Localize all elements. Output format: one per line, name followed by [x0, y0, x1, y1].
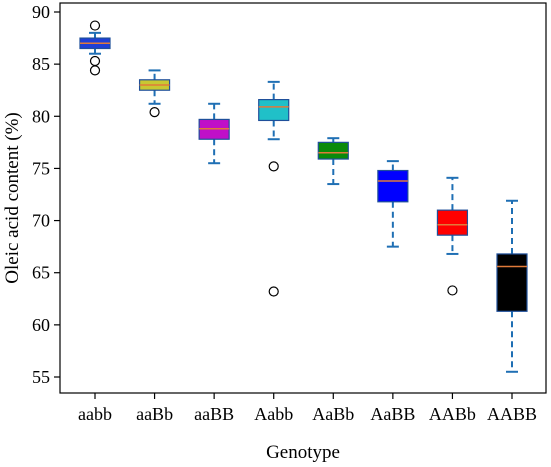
y-axis: 55 60 65 70 75 80 85 90: [32, 2, 60, 387]
outlier-point: [89, 65, 101, 76]
outlier-point: [268, 286, 279, 297]
box-AABB: [496, 199, 528, 373]
box-aabb: [79, 20, 111, 76]
box-AaBB: [377, 160, 409, 248]
y-tick-label: 60: [32, 315, 50, 335]
box-body: [377, 169, 409, 203]
x-tick-label: AaBB: [370, 404, 415, 424]
outlier-point: [89, 55, 101, 67]
box-body: [436, 209, 469, 236]
x-tick-label: aaBB: [194, 404, 234, 424]
box-AABb: [436, 176, 469, 296]
box-aaBB: [198, 102, 230, 165]
x-tick-label: Aabb: [254, 404, 293, 424]
y-tick-label: 75: [32, 158, 50, 178]
box-aaBb: [138, 69, 171, 118]
box-series: [79, 20, 528, 373]
box-Aabb: [258, 80, 290, 297]
y-tick-label: 80: [32, 106, 50, 126]
x-tick-label: AaBb: [312, 404, 354, 424]
y-axis-title: Oleic acid content (%): [2, 112, 23, 283]
outlier-point: [149, 107, 160, 118]
y-tick-label: 70: [32, 211, 50, 231]
box-body: [496, 253, 528, 312]
x-tick-label: AABb: [429, 404, 476, 424]
outlier-point: [447, 285, 458, 296]
x-tick-label: aaBb: [136, 404, 173, 424]
outlier-point: [89, 20, 101, 31]
y-tick-label: 55: [32, 367, 50, 387]
box-AaBb: [317, 137, 349, 186]
y-tick-label: 90: [32, 2, 50, 22]
box-body: [258, 98, 290, 122]
plot-frame: [59, 2, 547, 394]
y-tick-label: 85: [32, 54, 50, 74]
x-axis: aabb aaBb aaBB Aabb AaBb AaBB AABb AABB: [78, 393, 537, 424]
outlier-point: [268, 161, 279, 172]
x-tick-label: AABB: [487, 404, 537, 424]
y-tick-label: 65: [32, 263, 50, 283]
x-tick-label: aabb: [78, 404, 112, 424]
box-body: [317, 141, 349, 160]
x-axis-title: Genotype: [266, 442, 340, 463]
